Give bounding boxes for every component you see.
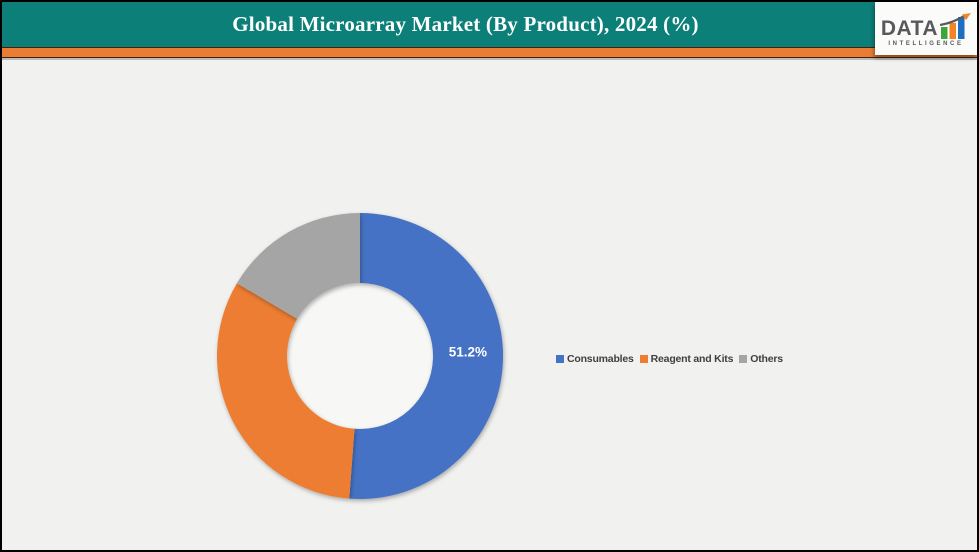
header-accent-bar	[2, 47, 977, 58]
logo-row: DATA	[880, 13, 972, 40]
legend-swatch	[739, 355, 748, 363]
logo-bars-arrow-icon	[940, 13, 972, 39]
logo-subtext: INTELLIGENCE	[888, 41, 964, 47]
chart-area: 51.2% Consumables Reagent and Kits Others	[2, 59, 977, 550]
legend-label: Reagent and Kits	[650, 353, 734, 365]
legend-label: Others	[750, 353, 783, 365]
legend-swatch	[556, 355, 564, 363]
legend-item-consumables: Consumables	[556, 353, 634, 365]
donut-segment-others	[236, 213, 360, 319]
brand-logo: DATA INTELLIGENCE	[875, 2, 977, 55]
donut-segment-consumables	[349, 212, 504, 499]
donut-chart: 51.2%	[217, 212, 504, 499]
legend-item-reagent-and-kits: Reagent and Kits	[639, 353, 734, 365]
page-title: Global Microarray Market (By Product), 2…	[232, 12, 699, 36]
header-bar: Global Microarray Market (By Product), 2…	[2, 2, 977, 47]
chart-legend: Consumables Reagent and Kits Others	[556, 353, 783, 365]
legend-label: Consumables	[567, 353, 634, 365]
donut-data-label: 51.2%	[449, 345, 487, 360]
logo-wordmark: DATA	[880, 17, 939, 40]
legend-swatch	[639, 355, 648, 363]
donut-hole	[287, 283, 433, 429]
legend-item-others: Others	[739, 353, 783, 365]
donut-segment-reagent-and-kits	[217, 283, 355, 499]
